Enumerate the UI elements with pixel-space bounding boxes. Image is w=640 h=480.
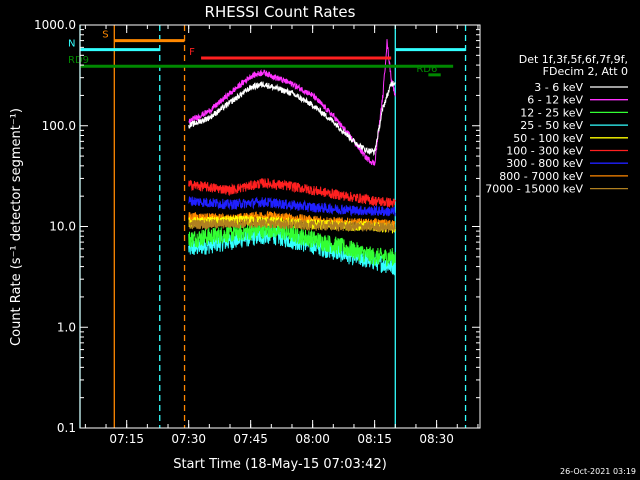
legend-header-line: FDecim 2, Att 0 (543, 65, 628, 78)
x-tick-label: 07:15 (109, 432, 144, 446)
legend-entry-label: 12 - 25 keV (520, 106, 583, 119)
time-annotations: S N F RD9 RD6 (68, 30, 466, 77)
x-tick-label: 07:45 (233, 432, 268, 446)
annotation-label: N (68, 39, 75, 50)
legend-entry-label: 3 - 6 keV (534, 81, 583, 94)
legend-entry-label: 7000 - 15000 keV (485, 183, 583, 196)
legend-entry-label: 100 - 300 keV (506, 145, 583, 158)
x-tick-label: 08:30 (419, 432, 454, 446)
y-tick-label: 1000.0 (34, 18, 76, 32)
chart-title: RHESSI Count Rates (205, 3, 356, 21)
annotation-label: S (102, 30, 108, 41)
x-tick-label: 08:00 (295, 432, 330, 446)
annotation-label: RD6 (416, 64, 437, 75)
legend-entry-label: 25 - 50 keV (520, 119, 583, 132)
y-tick-label: 0.1 (57, 421, 76, 435)
x-axis-label: Start Time (18-May-15 07:03:42) (173, 457, 387, 472)
x-tick-label: 08:15 (357, 432, 392, 446)
legend-entry-label: 300 - 800 keV (506, 157, 583, 170)
y-tick-label: 10.0 (49, 220, 76, 234)
y-tick-label: 1.0 (57, 320, 76, 334)
legend-entry-label: 50 - 100 keV (513, 132, 583, 145)
series-lines (188, 39, 396, 276)
series-line-300-800keV (188, 196, 396, 217)
x-tick-label: 07:30 (171, 432, 206, 446)
series-line-3-6keV (188, 81, 396, 157)
legend-entry-label: 800 - 7000 keV (499, 170, 583, 183)
legend: Det 1f,3f,5f,6f,7f,9f,FDecim 2, Att 0 3 -… (485, 53, 628, 196)
annotation-label: F (189, 47, 195, 58)
series-line-7000-15000keV (188, 217, 396, 233)
annotation-label: RD9 (68, 55, 89, 66)
legend-entry-label: 6 - 12 keV (527, 94, 583, 107)
y-axis-label: Count Rate (s⁻¹ detector segment⁻¹) (9, 108, 24, 346)
axis-ticks: 0.1 1.0 10.0 100.0 1000.0 07:15 07:30 07:45 08:0… (34, 18, 480, 446)
series-line-100-300keV (188, 177, 396, 208)
y-tick-label: 100.0 (42, 119, 76, 133)
legend-header-line: Det 1f,3f,5f,6f,7f,9f, (519, 53, 628, 66)
footer-date: 26-Oct-2021 03:19 (560, 467, 636, 476)
